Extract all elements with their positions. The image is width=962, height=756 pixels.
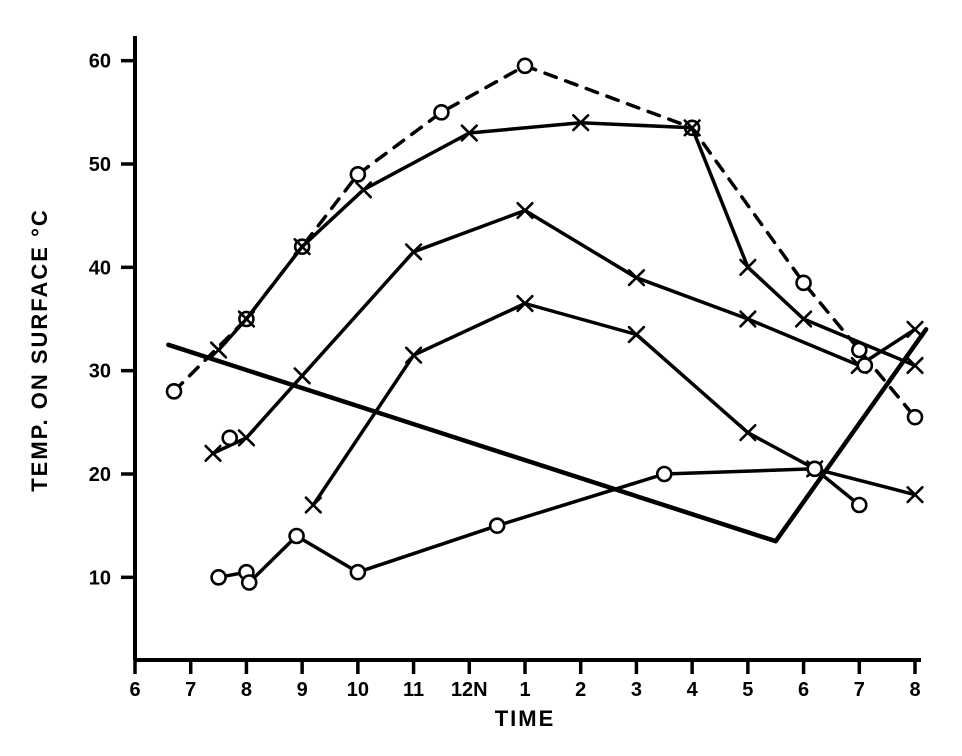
y-tick-label: 10 <box>89 567 111 589</box>
x-tick-label: 11 <box>403 679 424 701</box>
x-tick-label: 6 <box>129 679 140 701</box>
y-axis-label: TEMP. ON SURFACE °C <box>27 208 52 492</box>
series-line <box>219 469 860 583</box>
marker-circle-icon <box>858 359 872 373</box>
marker-circle-icon <box>167 384 181 398</box>
marker-circle-icon <box>518 59 532 73</box>
x-tick-label: 2 <box>575 679 586 701</box>
marker-circle-icon <box>434 105 448 119</box>
x-ticks: 6 7 8 9 10 11 12N 1 2 3 4 5 6 7 8 <box>129 660 920 701</box>
marker-circle-icon <box>290 529 304 543</box>
series-s5-o-low <box>212 462 867 590</box>
chart-svg: 10 20 30 40 50 60 6 7 8 9 10 11 12N 1 2 3 4 5 6 7 8 TIME TEM… <box>0 0 962 756</box>
x-tick-label: 8 <box>909 679 920 701</box>
marker-circle-icon <box>852 498 866 512</box>
marker-circle-icon <box>223 431 237 445</box>
marker-circle-icon <box>212 570 226 584</box>
data-series <box>167 59 926 590</box>
series-line <box>174 66 915 417</box>
x-tick-label: 7 <box>854 679 865 701</box>
marker-circle-icon <box>808 462 822 476</box>
x-tick-label: 5 <box>742 679 753 701</box>
marker-circle-icon <box>797 276 811 290</box>
x-tick-label: 8 <box>241 679 252 701</box>
x-tick-label: 7 <box>185 679 196 701</box>
x-tick-label: 1 <box>519 679 530 701</box>
series-s2-x-top <box>211 115 922 373</box>
y-tick-label: 60 <box>89 51 111 73</box>
y-ticks: 10 20 30 40 50 60 <box>89 51 135 590</box>
temperature-time-chart: 10 20 30 40 50 60 6 7 8 9 10 11 12N 1 2 3 4 5 6 7 8 TIME TEM… <box>0 0 962 756</box>
x-tick-label: 10 <box>347 679 369 701</box>
marker-circle-icon <box>657 467 671 481</box>
x-axis-label: TIME <box>495 706 556 731</box>
marker-circle-icon <box>351 565 365 579</box>
series-s1-o-dashed-top <box>167 59 922 424</box>
x-tick-label: 3 <box>631 679 642 701</box>
y-tick-label: 30 <box>89 361 111 383</box>
marker-circle-icon <box>242 576 256 590</box>
series-line <box>213 211 915 454</box>
series-s3-x-mid <box>206 203 923 461</box>
y-tick-label: 20 <box>89 464 111 486</box>
extra-markers <box>223 359 872 445</box>
x-tick-label: 4 <box>687 679 699 701</box>
x-tick-label: 12N <box>451 679 488 701</box>
marker-circle-icon <box>490 519 504 533</box>
marker-circle-icon <box>351 167 365 181</box>
series-line <box>219 123 915 366</box>
y-tick-label: 50 <box>89 154 111 176</box>
axes <box>135 36 921 660</box>
marker-circle-icon <box>908 410 922 424</box>
x-tick-label: 6 <box>798 679 809 701</box>
x-tick-label: 9 <box>297 679 308 701</box>
y-tick-label: 40 <box>89 257 111 279</box>
